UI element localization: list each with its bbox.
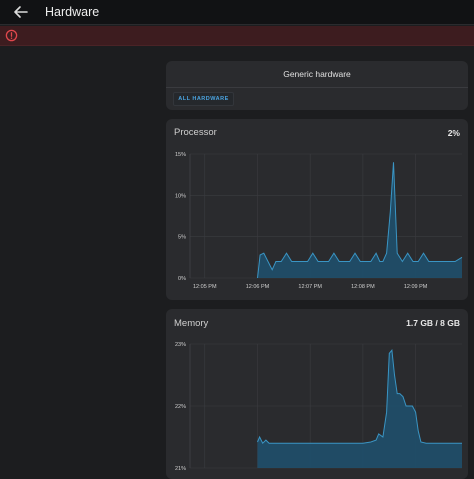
y-tick-label: 10% [175, 193, 186, 199]
x-tick-label: 12:05 PM [193, 284, 217, 290]
processor-chart: 0% 5% 10% 15% 12:05 PM 12:06 PM 12:07 PM 12:08 … [175, 152, 463, 290]
y-tick-label: 23% [175, 342, 186, 348]
series-area [257, 350, 462, 468]
card-divider [166, 87, 468, 88]
y-tick-label: 5% [178, 235, 186, 241]
generic-hardware-title: Generic hardware [283, 69, 351, 79]
error-circle-icon[interactable] [5, 29, 18, 42]
memory-value: 1.7 GB / 8 GB [406, 318, 460, 328]
error-alert-bar [0, 26, 474, 46]
memory-chart: 21% 22% 23% [175, 342, 462, 472]
arrow-left-icon[interactable] [12, 4, 30, 20]
x-tick-label: 12:06 PM [246, 284, 270, 290]
y-tick-label: 0% [178, 276, 186, 282]
y-tick-label: 15% [175, 152, 186, 158]
sidebar [0, 47, 160, 472]
x-tick-label: 12:09 PM [404, 284, 428, 290]
memory-label: Memory [174, 318, 209, 329]
series-area [257, 162, 462, 278]
series-line [257, 162, 463, 279]
series-line [257, 348, 462, 445]
x-tick-label: 12:07 PM [298, 284, 322, 290]
all-hardware-button[interactable]: ALL HARDWARE [173, 92, 234, 106]
processor-value: 2% [447, 128, 460, 138]
x-tick-label: 12:08 PM [351, 284, 375, 290]
processor-label: Processor [174, 127, 217, 138]
top-app-bar: Hardware [0, 0, 474, 25]
page-title: Hardware [45, 5, 100, 19]
y-tick-label: 21% [175, 466, 186, 472]
y-tick-label: 22% [175, 404, 186, 410]
